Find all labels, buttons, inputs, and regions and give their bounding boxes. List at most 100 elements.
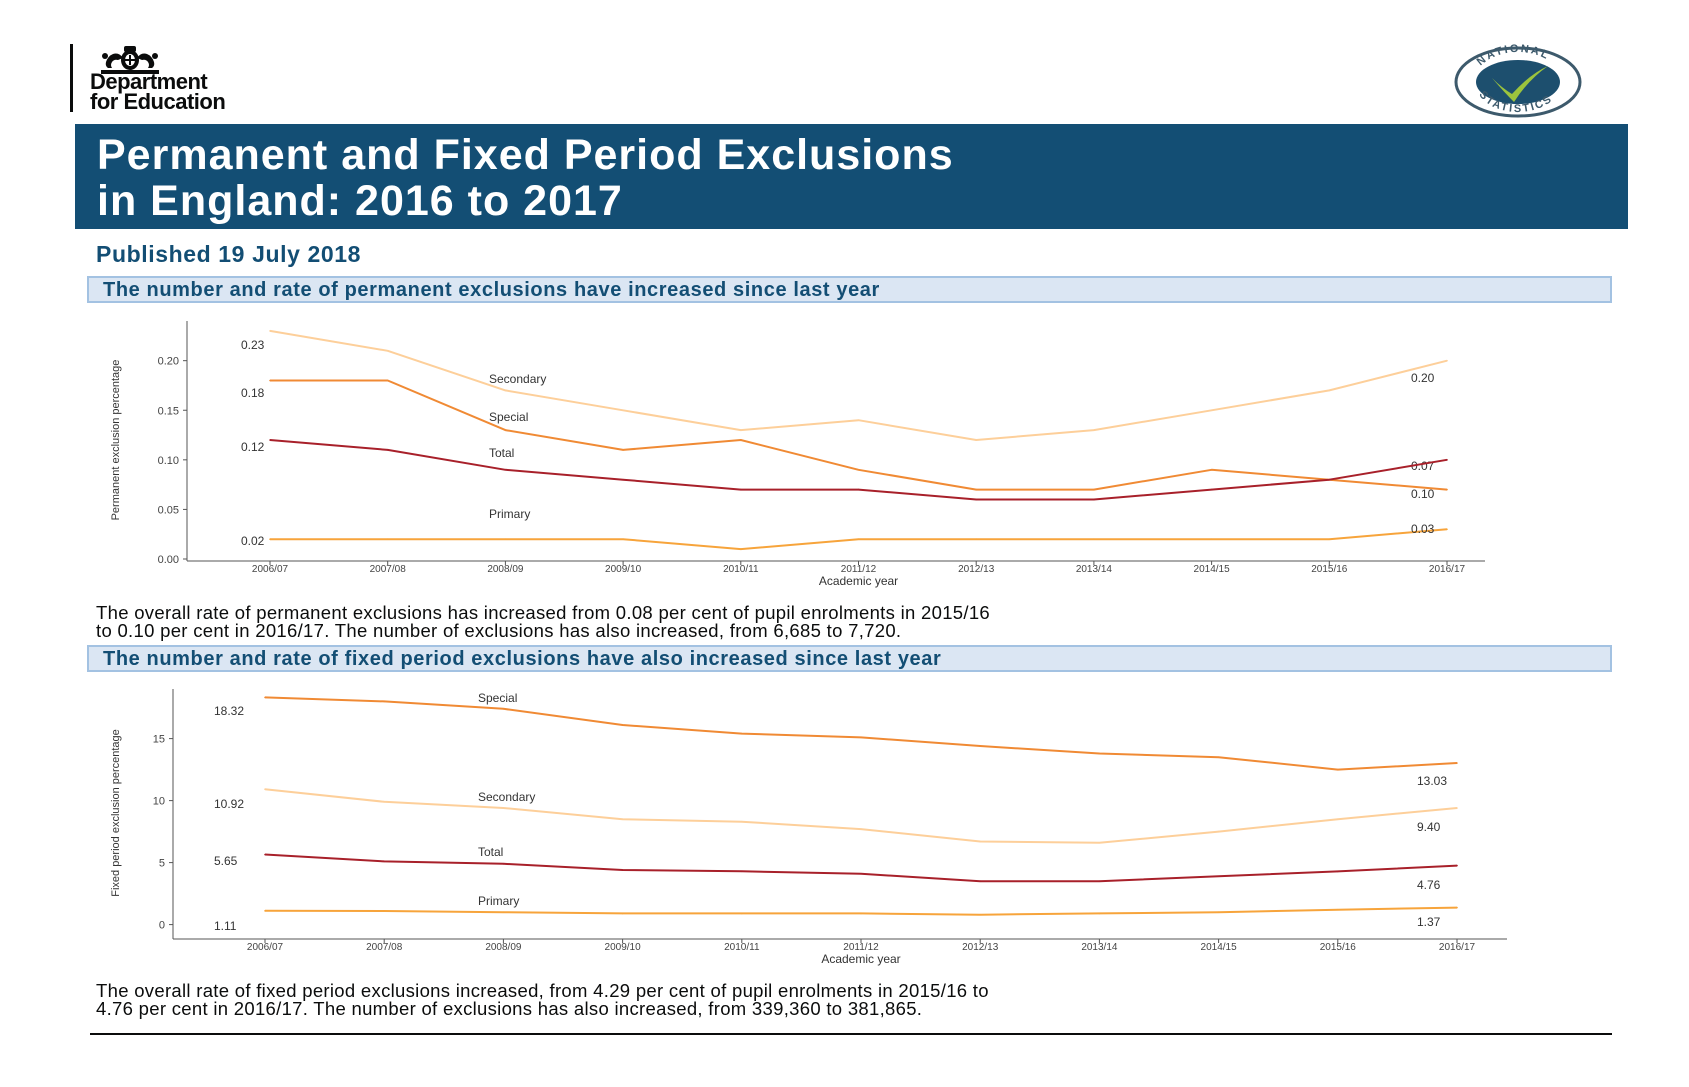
permanent-y-tick-label: 0.10 (158, 455, 179, 467)
fixed-data-point-special (502, 708, 505, 710)
fixed-data-point-secondary (621, 818, 624, 820)
permanent-data-point-secondary (857, 419, 860, 421)
permanent-exclusions-chart: 0.00 0.05 0.10 0.15 0.20 2006/07 2007/08 2008/0… (95, 315, 1515, 596)
fixed-data-point-total (621, 869, 624, 871)
section-heading-permanent: The number and rate of permanent exclusi… (87, 276, 1612, 303)
fixed-description-line-2: 4.76 per cent in 2016/17. The number of … (96, 998, 923, 1019)
permanent-data-point-primary (1446, 528, 1448, 531)
section-heading-fixed-period-text: The number and rate of fixed period excl… (103, 648, 942, 670)
permanent-data-point-total (1328, 478, 1331, 481)
permanent-start-value-total: 0.12 (241, 440, 265, 454)
fixed-series-label-total: Total (478, 845, 503, 859)
permanent-x-tick-label: 2011/12 (841, 564, 877, 575)
fixed-x-tick-label: 2013/14 (1081, 942, 1118, 953)
permanent-data-point-secondary (622, 409, 624, 412)
permanent-data-point-total (622, 478, 624, 481)
department-name: Department for Education (90, 71, 226, 113)
fixed-data-point-special (979, 745, 981, 747)
permanent-data-point-special (975, 488, 977, 491)
fixed-series-line-secondary (264, 788, 1458, 844)
permanent-data-point-primary (386, 538, 389, 540)
permanent-data-point-special (1093, 488, 1095, 491)
permanent-start-value-primary: 0.02 (241, 534, 265, 548)
permanent-data-point-total (857, 488, 860, 491)
fixed-data-point-secondary (1337, 818, 1339, 820)
permanent-exclusions-description: The overall rate of permanent exclusions… (96, 602, 1616, 640)
permanent-y-tick-label: 0.05 (158, 504, 179, 516)
fixed-x-tick-label: 2015/16 (1320, 942, 1357, 953)
fixed-data-point-primary (1337, 908, 1339, 911)
permanent-data-point-total (975, 498, 977, 501)
fixed-series-label-special: Special (478, 691, 517, 705)
fixed-data-point-total (383, 860, 386, 863)
permanent-data-point-primary (975, 538, 977, 540)
permanent-series-line-special (270, 379, 1448, 491)
permanent-x-tick-label: 2015/16 (1311, 564, 1348, 575)
permanent-x-axis-title: Academic year (819, 574, 898, 588)
fixed-data-point-total (1098, 880, 1101, 882)
fixed-start-value-secondary: 10.92 (214, 797, 244, 811)
fixed-end-value-primary: 1.37 (1417, 915, 1441, 929)
permanent-end-value-secondary: 0.20 (1411, 371, 1435, 385)
fixed-x-axis-title: Academic year (821, 952, 900, 966)
fixed-data-point-primary (1098, 912, 1101, 915)
fixed-y-tick-label: 0 (159, 920, 165, 932)
permanent-start-value-secondary: 0.23 (241, 338, 265, 352)
fixed-series-label-primary: Primary (478, 894, 519, 908)
fixed-end-value-special: 13.03 (1417, 774, 1447, 788)
fixed-data-point-secondary (1098, 841, 1101, 844)
permanent-data-point-primary (1210, 538, 1213, 540)
section-heading-fixed-period: The number and rate of fixed period excl… (87, 645, 1612, 672)
page-title-line-1: Permanent and Fixed Period Exclusions (97, 131, 954, 179)
fixed-description-line-1: The overall rate of fixed period exclusi… (96, 980, 989, 1001)
permanent-description-line-1: The overall rate of permanent exclusions… (96, 602, 990, 623)
fixed-data-point-secondary (1456, 807, 1458, 809)
fixed-data-point-secondary (383, 801, 386, 803)
fixed-data-point-special (1098, 752, 1101, 755)
fixed-period-exclusions-description: The overall rate of fixed period exclusi… (96, 980, 1616, 1019)
permanent-data-point-special (1446, 488, 1448, 491)
permanent-data-point-special (622, 449, 624, 451)
permanent-x-tick-label: 2012/13 (958, 564, 995, 575)
permanent-data-point-primary (1093, 538, 1095, 540)
permanent-data-point-special (504, 429, 507, 431)
fixed-start-value-special: 18.32 (214, 704, 244, 718)
fixed-data-point-secondary (741, 820, 743, 823)
fixed-data-point-special (1217, 756, 1220, 758)
fixed-series-line-total (264, 853, 1458, 883)
fixed-data-point-secondary (979, 840, 981, 843)
permanent-data-point-total (504, 468, 507, 471)
permanent-end-value-primary: 0.03 (1411, 522, 1435, 536)
fixed-data-point-primary (264, 910, 266, 912)
permanent-data-point-total (1093, 498, 1095, 501)
permanent-data-point-primary (740, 548, 742, 550)
fixed-data-point-primary (979, 913, 981, 916)
fixed-data-point-total (741, 870, 743, 873)
permanent-data-point-total (740, 488, 742, 491)
permanent-series-label-primary: Primary (489, 507, 530, 521)
fixed-x-tick-label: 2011/12 (843, 942, 879, 953)
permanent-data-point-secondary (740, 429, 742, 431)
fixed-y-axis-title: Fixed period exclusion percentage (110, 729, 122, 897)
permanent-data-point-special (386, 379, 389, 382)
royal-crest-icon (101, 46, 159, 74)
permanent-series-label-special: Special (489, 410, 528, 424)
fixed-data-point-special (621, 724, 624, 726)
fixed-data-point-secondary (502, 807, 505, 809)
national-statistics-badge: NATIONAL STATISTICS (1454, 43, 1582, 118)
fixed-data-point-total (1217, 875, 1220, 878)
fixed-data-point-primary (1217, 911, 1220, 913)
permanent-x-tick-label: 2007/08 (370, 564, 407, 575)
published-date: Published 19 July 2018 (96, 241, 362, 267)
fixed-data-point-total (979, 880, 981, 882)
permanent-data-point-secondary (975, 439, 977, 441)
fixed-end-value-secondary: 9.40 (1417, 820, 1441, 834)
fixed-x-tick-label: 2006/07 (247, 942, 284, 953)
fixed-data-point-special (383, 700, 386, 703)
fixed-period-exclusions-svg: 0 5 10 15 2006/07 2007/08 2008/09 2009/10 2010/1… (110, 689, 1507, 966)
title-banner: Permanent and Fixed Period Exclusions in… (75, 124, 1628, 229)
permanent-data-point-primary (622, 538, 624, 540)
fixed-data-point-special (264, 696, 266, 699)
permanent-data-point-special (740, 439, 742, 441)
fixed-data-point-special (860, 736, 862, 739)
